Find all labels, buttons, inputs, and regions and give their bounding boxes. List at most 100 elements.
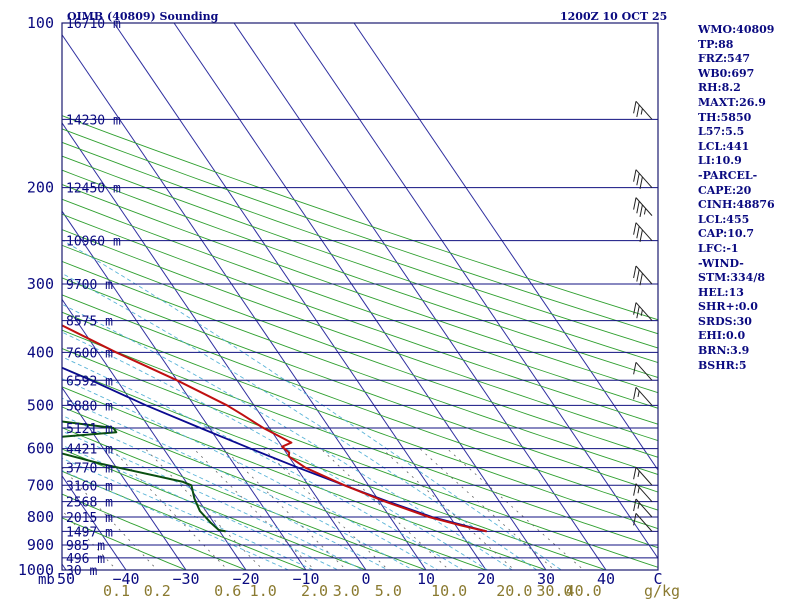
isotherm-line xyxy=(62,474,127,570)
dry-adiabat-line xyxy=(62,366,608,570)
dry-adiabat-line xyxy=(62,329,658,549)
index-line: LCL:441 xyxy=(698,139,750,153)
index-line: BSHR:5 xyxy=(698,358,747,372)
wind-barb-feather xyxy=(636,201,640,214)
moist-adiabat-line xyxy=(62,397,414,570)
moist-adiabat-line xyxy=(62,331,489,570)
pressure-tick-label: 100 xyxy=(27,14,54,32)
mixing-ratio-tick-label: 20.0 xyxy=(496,582,532,600)
height-label: 3770 m xyxy=(66,462,113,477)
wind-barb-feather xyxy=(633,222,637,235)
isotherm-line xyxy=(62,210,307,570)
temperature-tick-label: 30 xyxy=(537,570,555,588)
wind-barb xyxy=(633,302,653,321)
wind-barb xyxy=(633,265,653,286)
plot-border xyxy=(61,22,659,571)
wind-barb xyxy=(633,361,653,381)
wind-barb-feather xyxy=(633,513,637,526)
wind-barb-feather xyxy=(633,483,637,496)
index-line: FRZ:547 xyxy=(698,52,751,66)
height-label: 985 m xyxy=(66,539,105,554)
wind-barb-feather xyxy=(639,204,643,217)
wind-barb-feather xyxy=(636,226,640,239)
temperature-trace xyxy=(62,324,487,533)
height-label: 10960 m xyxy=(66,235,121,250)
profile-lines xyxy=(62,324,487,533)
dry-adiabat-line xyxy=(62,260,658,475)
indices-panel: WMO:40809 TP:88 FRZ:547 WB0:697 RH:8.2 MAXT:2… xyxy=(698,23,798,373)
wind-barb xyxy=(633,498,653,518)
temperature-tick-label: −30 xyxy=(172,570,199,588)
wind-barb xyxy=(633,197,653,217)
temperature-tick-label: 10 xyxy=(417,570,435,588)
dewpoint-trace xyxy=(62,420,226,533)
wind-barb-feather xyxy=(639,176,643,189)
wind-barb-staff xyxy=(635,513,653,532)
wind-barb-staff xyxy=(635,387,653,406)
height-label: 7600 m xyxy=(66,346,113,361)
wind-barb-feather xyxy=(633,467,637,480)
dry-adiabat-line xyxy=(62,493,248,570)
height-label: 2015 m xyxy=(66,511,113,526)
pressure-tick-label: 400 xyxy=(27,343,54,361)
dry-adiabat-line xyxy=(62,141,658,349)
wind-barb-feather xyxy=(636,104,640,118)
isotherm-line xyxy=(233,23,607,570)
index-line: L57:5.5 xyxy=(698,125,745,139)
isotherm-line xyxy=(173,23,547,570)
isotherm-line xyxy=(62,386,187,570)
wind-barb-feather xyxy=(637,502,640,509)
mixing-ratio-line xyxy=(381,448,515,570)
dry-adiabat-line xyxy=(62,213,658,425)
chart-title: OIMB (40809) Sounding xyxy=(67,10,219,23)
height-label: 1497 m xyxy=(66,525,113,540)
dry-adiabat-line xyxy=(62,115,658,321)
height-label: 9700 m xyxy=(66,278,113,293)
isotherm-line xyxy=(62,298,247,570)
wind-barb-staff xyxy=(635,100,653,120)
mixing-ratio-tick-label: 0.6 xyxy=(214,582,241,600)
mixing-ratio-tick-label: 2.0 xyxy=(301,582,328,600)
wind-barb-staff xyxy=(635,222,653,242)
wind-barb-feather xyxy=(633,265,637,279)
moist-adiabat-line xyxy=(62,303,514,570)
dry-adiabat-line xyxy=(62,470,308,570)
index-line: TH:5850 xyxy=(698,110,752,124)
wind-barb-feather xyxy=(643,208,647,215)
dry-adiabat-line xyxy=(62,169,658,378)
pressure-unit-label: mb xyxy=(38,572,55,588)
wind-barb-staff xyxy=(635,169,653,188)
height-label: 496 m xyxy=(66,552,105,567)
height-label: 14230 m xyxy=(66,113,121,128)
mixing-ratio-tick-label: 10.0 xyxy=(431,582,467,600)
dry-adiabat-line xyxy=(62,517,188,570)
wind-barb-feather xyxy=(633,498,637,512)
index-line: CAPE:20 xyxy=(698,183,752,197)
valid-time: 1200Z 10 OCT 25 xyxy=(560,10,667,23)
index-line: LCL:455 xyxy=(698,212,750,226)
pressure-tick-label: 700 xyxy=(27,476,54,494)
wind-barb-feather xyxy=(637,487,640,494)
isotherm-line xyxy=(113,23,487,570)
height-label: 2568 m xyxy=(66,496,113,511)
index-line: TP:88 xyxy=(698,37,734,51)
height-label: 6592 m xyxy=(66,374,113,389)
dry-adiabat-line xyxy=(62,277,658,493)
wind-barb xyxy=(633,222,653,242)
height-label: 4421 m xyxy=(66,443,113,458)
index-line: CINH:48876 xyxy=(698,198,775,212)
wind-barb-feather xyxy=(640,309,643,316)
height-label: 5880 m xyxy=(66,399,113,414)
temperature-tick-label: −10 xyxy=(292,570,319,588)
index-line: HEL:13 xyxy=(698,285,744,299)
mixing-ratio-tick-label: 40.0 xyxy=(566,582,602,600)
dry-adiabat-line xyxy=(62,294,658,511)
wind-barb-staff xyxy=(635,302,653,321)
wind-barb xyxy=(633,100,653,120)
wind-barb-feather xyxy=(633,101,637,114)
pressure-tick-label: 300 xyxy=(27,275,54,293)
index-line: STM:334/8 xyxy=(698,271,765,285)
height-label: 5121 m xyxy=(66,422,113,437)
height-label: 30 m xyxy=(66,564,97,579)
